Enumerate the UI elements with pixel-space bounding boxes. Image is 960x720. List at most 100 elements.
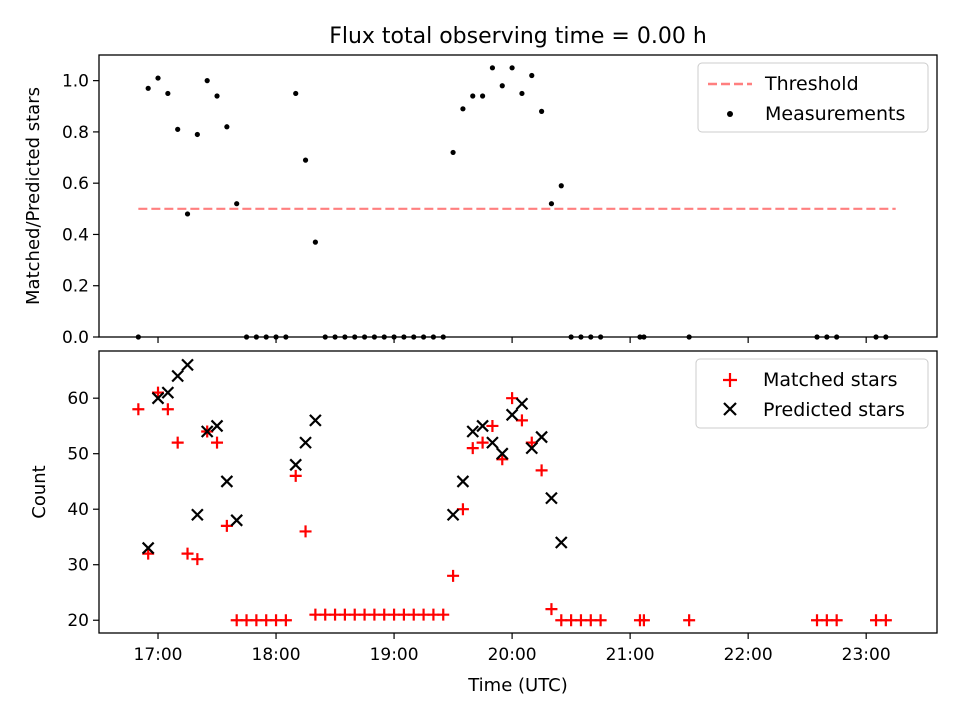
matched-point (683, 614, 696, 627)
legend-matched-label: Matched stars (763, 369, 897, 391)
bottom-x-ticks: 17:00 18:00 19:00 20:00 21:00 22:00 23:00 (134, 633, 891, 665)
measurement-point (293, 90, 299, 97)
predicted-point (309, 414, 322, 427)
measurement-point (194, 131, 200, 138)
top-panel: 0.0 0.2 0.4 0.6 0.8 1.0 Matched/Predicted sta… (23, 54, 938, 348)
top-plot-frame (98, 54, 938, 338)
matched-point (299, 525, 312, 538)
matched-point (211, 436, 224, 449)
predicted-point (191, 508, 204, 522)
matched-point (191, 553, 204, 566)
predicted-point (299, 436, 312, 449)
x-tick-label: 20:00 (488, 645, 537, 665)
matched-point (515, 414, 528, 427)
measurement-point (302, 157, 309, 163)
y-tick-label: 0.4 (62, 225, 89, 245)
measurement-point (470, 93, 476, 99)
matched-point (637, 614, 650, 627)
y-tick-label: 40 (67, 500, 89, 520)
x-tick-label: 21:00 (606, 645, 655, 665)
top-y-ticks: 0.0 0.2 0.4 0.6 0.8 1.0 (62, 72, 99, 348)
matched-point (476, 436, 489, 449)
predicted-point (535, 430, 548, 444)
matched-point (830, 614, 843, 627)
x-tick-label: 23:00 (842, 645, 891, 665)
predicted-point (466, 425, 480, 438)
measurement-point (145, 85, 151, 91)
measurement-point (312, 239, 318, 245)
predicted-point (476, 419, 489, 433)
bottom-legend: Matched stars Predicted stars (695, 358, 929, 429)
y-tick-label: 0.8 (62, 123, 89, 143)
measurement-point (165, 90, 171, 97)
legend-predicted-swatch (723, 402, 737, 416)
measurement-point (489, 65, 496, 71)
matched-point (279, 614, 292, 627)
top-legend-box (697, 62, 929, 133)
measurement-point (479, 93, 486, 99)
y-tick-label: 60 (67, 389, 89, 409)
matched-point (132, 403, 145, 416)
predicted-point (171, 369, 184, 383)
predicted-point (486, 436, 499, 449)
top-y-axis-label: Matched/Predicted stars (23, 87, 44, 305)
predicted-point (210, 419, 224, 433)
measurement-point (175, 126, 181, 132)
x-tick-label: 18:00 (252, 645, 301, 665)
matched-point (181, 547, 194, 560)
measurement-point (509, 65, 515, 71)
measurement-point (539, 108, 545, 114)
matched-point (466, 442, 479, 455)
measurement-point (460, 106, 466, 112)
y-tick-label: 0.2 (62, 277, 89, 297)
matched-point (437, 608, 450, 621)
predicted-point (230, 514, 243, 527)
measurement-point (155, 75, 161, 81)
measurement-point (450, 149, 456, 156)
measurement-point (184, 211, 191, 217)
x-tick-label: 22:00 (724, 645, 773, 665)
predicted-point (181, 358, 194, 372)
predicted-point (525, 441, 539, 455)
measurement-point (558, 183, 564, 189)
bottom-plot-frame (98, 350, 938, 634)
top-legend: Threshold Measurements (697, 62, 929, 133)
predicted-point (151, 391, 165, 405)
predicted-point (220, 475, 234, 488)
matched-point (220, 519, 233, 532)
top-marks (135, 65, 896, 340)
bottom-marks (132, 358, 892, 627)
matched-point (447, 569, 460, 582)
y-tick-label: 0.6 (62, 174, 89, 194)
matched-point (535, 464, 548, 477)
measurement-point (234, 201, 240, 207)
measurement-point (224, 124, 230, 130)
measurement-point (214, 93, 220, 99)
measurement-point (519, 90, 525, 97)
bottom-legend-box (695, 358, 929, 429)
legend-measurements-swatch (727, 111, 733, 117)
x-tick-label: 17:00 (134, 645, 183, 665)
measurement-point (499, 83, 505, 89)
matched-point (506, 392, 519, 405)
y-tick-label: 20 (67, 611, 89, 631)
predicted-point (446, 508, 460, 522)
predicted-point (200, 425, 214, 438)
legend-predicted-label: Predicted stars (763, 399, 905, 421)
chart-title: Flux total observing time = 0.00 h (329, 24, 707, 49)
predicted-point (456, 475, 470, 488)
y-tick-label: 1.0 (62, 72, 89, 92)
measurement-point (204, 78, 210, 84)
x-axis-label: Time (UTC) (467, 675, 568, 696)
y-tick-label: 50 (67, 445, 89, 465)
top-x-ticks (157, 337, 867, 343)
y-tick-label: 0.0 (62, 328, 89, 348)
predicted-point (505, 408, 519, 422)
x-tick-label: 19:00 (370, 645, 419, 665)
matched-point (171, 436, 184, 449)
measurement-point (529, 72, 535, 79)
matched-point (879, 614, 892, 627)
predicted-point (289, 458, 302, 472)
predicted-point (161, 386, 175, 399)
legend-measurements-label: Measurements (765, 103, 905, 125)
